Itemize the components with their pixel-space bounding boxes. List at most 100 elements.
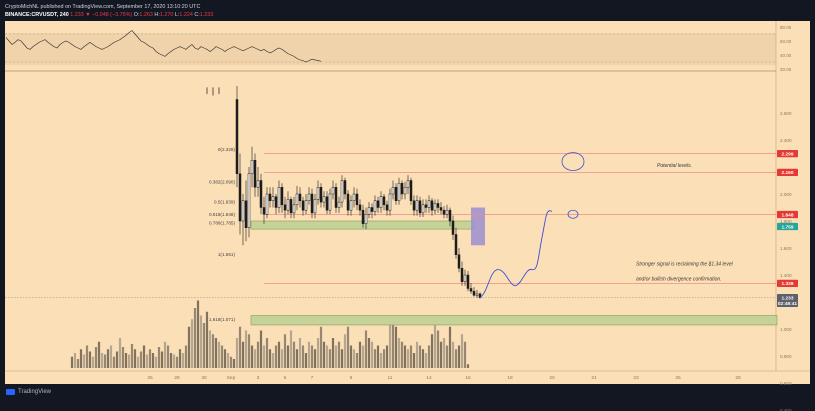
- price-badge: [777, 210, 798, 219]
- volume-bar: [277, 341, 281, 368]
- candle-body: [361, 209, 365, 224]
- candle-body: [475, 293, 479, 296]
- candle-body: [349, 200, 353, 211]
- candle-body: [313, 199, 317, 214]
- rsi-tick-label: 60.00: [780, 39, 792, 44]
- candle-body: [460, 268, 464, 282]
- time-tick-label: 11: [388, 375, 393, 381]
- fib-label: 0.382(2.090): [209, 179, 236, 184]
- last-price: 1.233: [70, 12, 84, 18]
- close-value: 1.233: [199, 12, 214, 18]
- volume-bars: [70, 300, 470, 368]
- candle-body: [397, 182, 401, 201]
- candle-body: [346, 193, 350, 211]
- fib-label: 0.786(1.785): [209, 221, 236, 226]
- time-axis-area: [5, 371, 810, 384]
- price-tick-label: 0.600: [780, 381, 792, 386]
- volume-bar: [355, 353, 359, 368]
- rsi-line: [5, 30, 322, 63]
- volume-bar: [460, 334, 464, 368]
- volume-bar: [244, 330, 248, 368]
- volume-bar: [133, 349, 137, 368]
- volume-bar: [106, 349, 110, 368]
- price-tick-label: 1.800: [780, 219, 792, 224]
- price-badge-label: 1.233: [781, 295, 793, 301]
- time-tick-label: 30: [201, 375, 207, 381]
- volume-bar: [403, 345, 407, 368]
- candle-body: [442, 209, 446, 215]
- volume-bar: [151, 353, 155, 368]
- fib-label: 1.618(1.071): [209, 317, 236, 322]
- annotations: Potential levels. Stronger signal is recl…: [479, 152, 734, 298]
- volume-bar: [454, 349, 458, 368]
- volume-bar: [91, 356, 95, 368]
- volume-bar: [226, 353, 230, 368]
- volume-bar: [208, 330, 212, 368]
- candle-body: [448, 209, 452, 222]
- volume-bar: [400, 341, 404, 368]
- candle-body: [259, 180, 263, 208]
- volume-bar: [88, 351, 92, 368]
- footer-brand[interactable]: TradingView: [18, 389, 52, 395]
- candle-body: [277, 187, 281, 208]
- candle-body: [319, 187, 323, 203]
- volume-bar: [301, 345, 305, 368]
- volume-bar: [94, 347, 98, 368]
- volume-bar: [436, 330, 440, 368]
- price-badge-label: 02:49:41: [778, 301, 798, 307]
- volume-bar: [130, 344, 134, 368]
- volume-bar: [256, 341, 260, 368]
- price-badge-label: 1.759: [781, 224, 793, 230]
- candle-body: [376, 200, 380, 208]
- candle-body: [421, 204, 425, 214]
- volume-bar: [124, 353, 128, 368]
- volume-bar: [142, 345, 146, 368]
- candle-body: [283, 204, 287, 211]
- candle-body: [322, 196, 326, 203]
- volume-bar: [73, 353, 77, 368]
- close-label: C:: [194, 12, 200, 18]
- fib-label: 0(2.328): [218, 147, 236, 152]
- candle-body: [445, 209, 449, 215]
- volume-bar: [241, 341, 245, 368]
- time-tick-label: 21: [591, 375, 597, 381]
- candle-body: [337, 201, 341, 208]
- volume-bar: [115, 351, 119, 368]
- volume-bar: [349, 345, 353, 368]
- volume-bar: [268, 349, 272, 368]
- volume-bar: [79, 349, 83, 368]
- volume-bar: [220, 345, 224, 368]
- volume-bar: [451, 341, 455, 368]
- volume-bar: [448, 326, 452, 368]
- volume-bar: [163, 341, 167, 368]
- volume-bar: [190, 319, 194, 368]
- candle-body: [382, 196, 386, 206]
- volume-bar: [379, 353, 383, 368]
- volume-bar: [172, 354, 176, 368]
- volume-bar: [157, 347, 161, 368]
- price-tick-label: 2.600: [780, 111, 792, 116]
- candle-body: [463, 274, 467, 282]
- high-value: 1.270: [159, 12, 174, 18]
- candle-body: [328, 193, 332, 211]
- candle-body: [271, 196, 275, 201]
- volume-bar: [139, 351, 143, 368]
- volume-bar: [211, 334, 215, 368]
- volume-bar: [292, 341, 296, 368]
- candle-body: [244, 200, 248, 228]
- volume-bar: [391, 315, 395, 368]
- volume-bar: [298, 338, 302, 368]
- volume-bar: [238, 326, 242, 368]
- volume-bar: [76, 359, 80, 368]
- candle-body: [391, 187, 395, 195]
- price-tick-label: 1.600: [780, 246, 792, 251]
- volume-bar: [112, 356, 116, 368]
- time-axis-ticks: 25 28 30 Sep 3 5 7 9 11 14 15 18 20 21 23 25 28: [147, 375, 741, 381]
- price-tick-label: 2.400: [780, 138, 792, 143]
- volume-bar: [427, 345, 431, 368]
- high-label: H:: [154, 12, 160, 18]
- fib-label: 0.5(1.939): [214, 200, 235, 205]
- candle-body: [427, 200, 431, 208]
